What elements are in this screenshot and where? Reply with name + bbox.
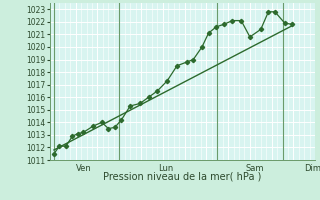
- Text: Lun: Lun: [158, 164, 174, 173]
- Text: Dim: Dim: [304, 164, 320, 173]
- Text: Ven: Ven: [76, 164, 92, 173]
- Text: Sam: Sam: [245, 164, 264, 173]
- X-axis label: Pression niveau de la mer( hPa ): Pression niveau de la mer( hPa ): [103, 171, 261, 181]
